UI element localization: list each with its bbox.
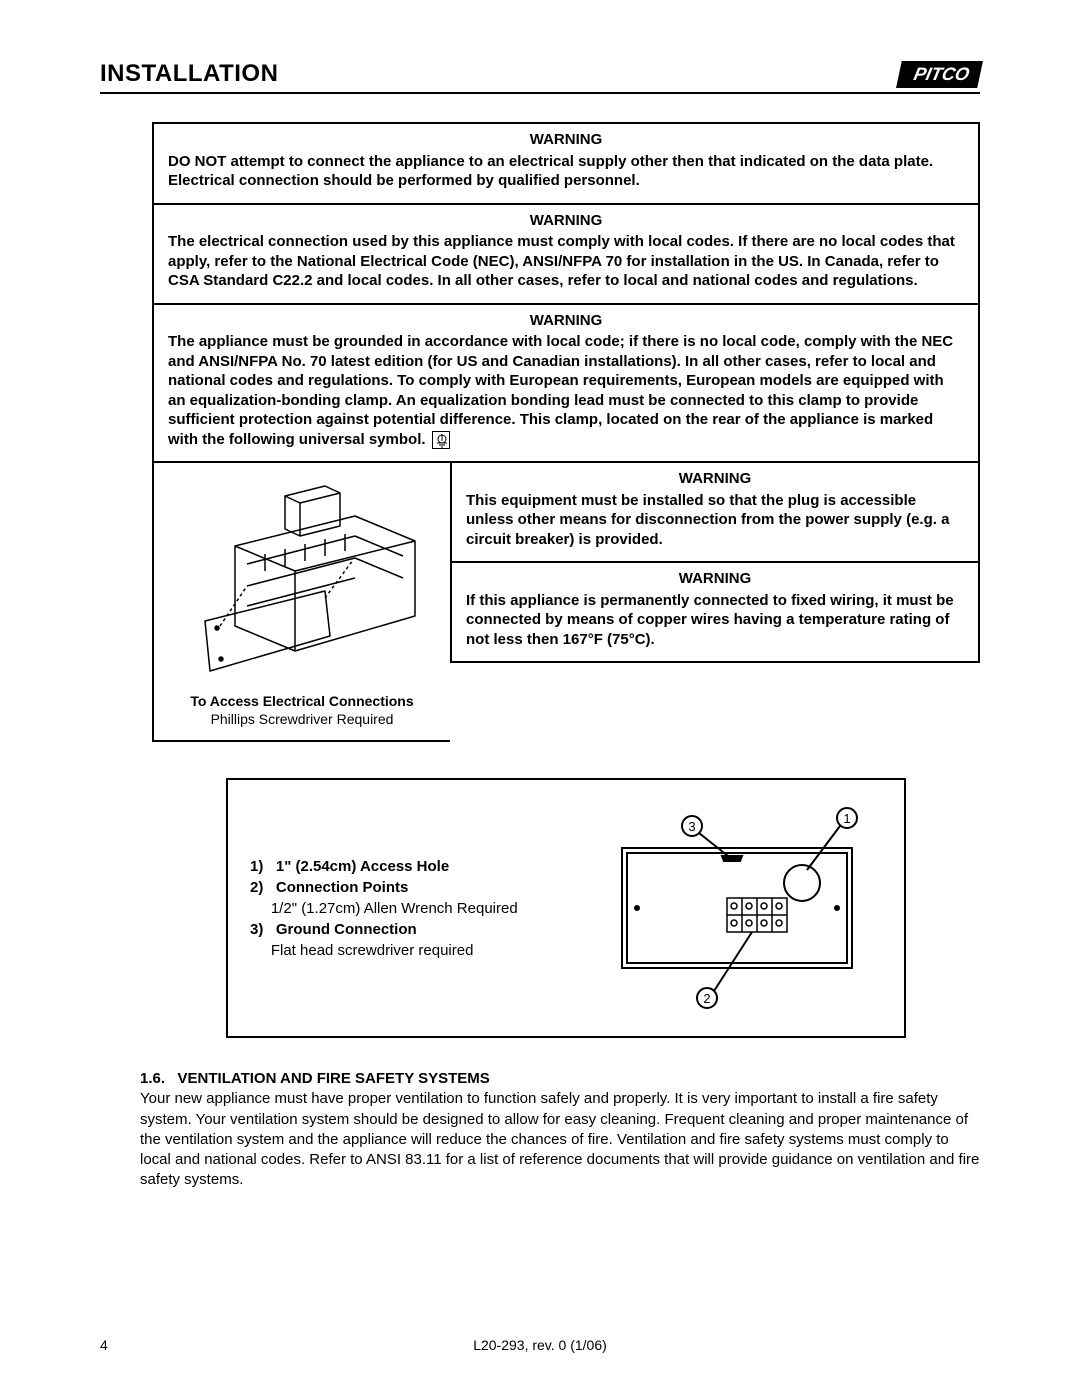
connection-rear-diagram: 1 3 2 <box>597 798 882 1018</box>
warning-text: The electrical connection used by this a… <box>168 232 964 291</box>
legend-1-label: 1" (2.54cm) Access Hole <box>276 858 449 875</box>
legend-3-num: 3) <box>250 921 263 938</box>
warning-label: WARNING <box>466 569 964 589</box>
figure-caption-title: To Access Electrical Connections <box>162 692 442 710</box>
warning-text: DO NOT attempt to connect the appliance … <box>168 152 964 191</box>
page-number: 4 <box>100 1337 108 1353</box>
svg-text:1: 1 <box>843 811 850 826</box>
warning-label: WARNING <box>168 211 964 231</box>
warning-label: WARNING <box>168 311 964 331</box>
doc-reference: L20-293, rev. 0 (1/06) <box>473 1337 607 1353</box>
legend-3-sub: Flat head screwdriver required <box>271 942 474 959</box>
warning-box-2: WARNING The electrical connection used b… <box>152 203 980 305</box>
legend-2-sub: 1/2" (1.27cm) Allen Wrench Required <box>271 900 518 917</box>
warning-text: This equipment must be installed so that… <box>466 491 964 550</box>
legend-3-label: Ground Connection <box>276 921 417 938</box>
section-title: INSTALLATION <box>100 60 278 88</box>
section-1.6-heading: VENTILATION AND FIRE SAFETY SYSTEMS <box>178 1070 490 1087</box>
brand-logo: PITCO <box>896 61 983 88</box>
section-1.6-number: 1.6. <box>140 1070 165 1087</box>
warning-label: WARNING <box>168 130 964 150</box>
legend-2-label: Connection Points <box>276 879 409 896</box>
svg-text:2: 2 <box>703 991 710 1006</box>
warning3-text: The appliance must be grounded in accord… <box>168 333 953 448</box>
connection-legend-box: 1) 1" (2.54cm) Access Hole 2) Connection… <box>226 778 906 1038</box>
warning-box-1: WARNING DO NOT attempt to connect the ap… <box>152 122 980 205</box>
warning-label: WARNING <box>466 469 964 489</box>
warning-text: The appliance must be grounded in accord… <box>168 332 964 449</box>
page-header: INSTALLATION PITCO <box>100 60 980 94</box>
equalization-bonding-icon <box>432 431 450 449</box>
warning-box-3: WARNING The appliance must be grounded i… <box>152 303 980 464</box>
figure-box-access: To Access Electrical Connections Phillip… <box>152 461 450 742</box>
svg-text:3: 3 <box>688 819 695 834</box>
figure-caption-sub: Phillips Screwdriver Required <box>162 710 442 728</box>
warning-box-4: WARNING This equipment must be installed… <box>450 461 980 563</box>
section-1.6-body: Your new appliance must have proper vent… <box>140 1089 980 1190</box>
appliance-isometric-diagram <box>162 471 442 686</box>
warning-text: If this appliance is permanently connect… <box>466 591 964 650</box>
legend-2-num: 2) <box>250 879 263 896</box>
warning-box-5: WARNING If this appliance is permanently… <box>450 561 980 663</box>
legend-1-num: 1) <box>250 858 263 875</box>
